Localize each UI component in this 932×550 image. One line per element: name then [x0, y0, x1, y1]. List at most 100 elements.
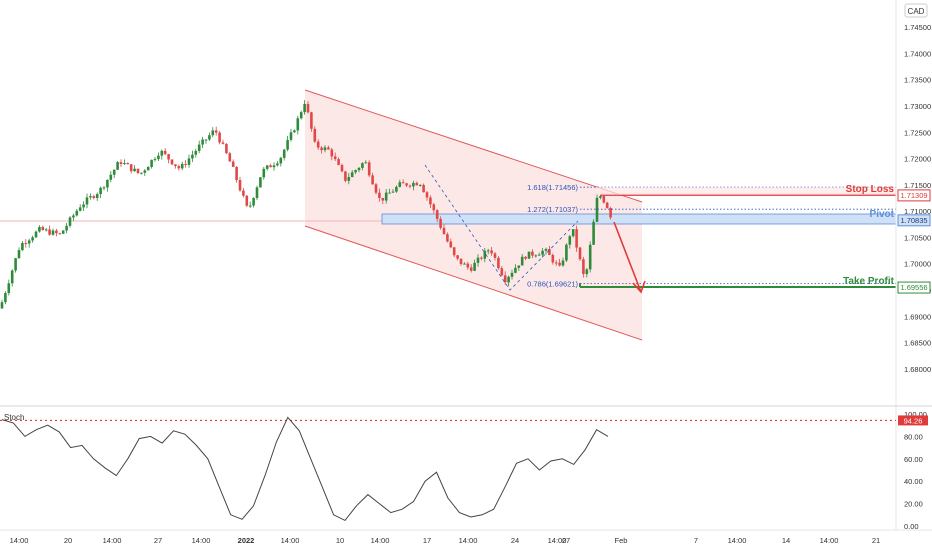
- price-tick-label: 1.71500: [904, 181, 931, 190]
- fibonacci-extension[interactable]: 1.618(1.71456) 1.272(1.71037) 0.786(1.6962…: [424, 164, 896, 291]
- candle-body: [469, 267, 473, 271]
- stoch-current-badge: [898, 415, 928, 426]
- candle-body: [44, 229, 48, 231]
- candle-body: [500, 268, 504, 276]
- candle-body: [364, 162, 368, 164]
- candle-body: [320, 147, 323, 151]
- time-axis[interactable]: 14:00 20 14:00 27 14:00 2022 14:00 10 14:00 17 14:…: [0, 529, 932, 545]
- candle-body: [197, 144, 201, 151]
- candle-body: [517, 265, 521, 268]
- stoch-line[interactable]: [1, 416, 609, 522]
- candle-body: [361, 163, 364, 168]
- fib-anchor-lines[interactable]: [424, 164, 579, 291]
- candle-body: [242, 190, 245, 196]
- candle-body: [605, 202, 609, 209]
- candle-body: [378, 192, 381, 198]
- candle-body: [146, 166, 150, 171]
- candle-body: [398, 182, 402, 187]
- candle-body: [483, 250, 487, 259]
- stoch-title: Stoch: [4, 413, 24, 422]
- stoch-current-value: 94.26: [904, 416, 923, 425]
- price-tick-label: 1.74000: [904, 49, 931, 58]
- stoch-tick-label: 100.00: [904, 410, 927, 419]
- candle-body: [401, 182, 405, 184]
- candle-body: [432, 204, 436, 211]
- price-tick-label: 1.72500: [904, 128, 931, 137]
- candle-body: [340, 164, 344, 172]
- candle-body: [490, 250, 493, 254]
- channel-upper-line[interactable]: [304, 89, 643, 203]
- candle-body: [357, 167, 361, 171]
- candle-body: [415, 182, 419, 186]
- candle-body: [133, 168, 136, 172]
- time-tick-label: 17: [423, 536, 431, 545]
- time-tick-label: 27: [154, 536, 162, 545]
- time-tick-label: 14:00: [548, 536, 567, 545]
- stoch-tick-label: 40.00: [904, 477, 923, 486]
- candle-body: [599, 196, 602, 198]
- candle-body: [507, 276, 510, 283]
- candle-body: [95, 194, 99, 199]
- candle-body: [510, 272, 514, 277]
- candle-body: [534, 255, 538, 257]
- candle-body: [493, 253, 497, 258]
- candle-body: [568, 236, 572, 245]
- candle-body: [150, 159, 153, 167]
- price-tick-label: 1.69000: [904, 312, 931, 321]
- price-tick-label: 1.71000: [904, 207, 931, 216]
- time-tick-label: 14:00: [459, 536, 478, 545]
- candle-body: [10, 270, 14, 284]
- candle-body: [248, 205, 252, 207]
- price-axis[interactable]: CAD 1.74500 1.74000 1.73500 1.73000 1.72500 1…: [895, 0, 931, 530]
- candle-body: [554, 262, 558, 264]
- projection-arrow-head: [632, 280, 646, 294]
- candle-body: [27, 240, 31, 244]
- candle-body: [435, 210, 439, 219]
- candle-body: [187, 158, 191, 165]
- candle-body: [497, 257, 500, 269]
- price-pane[interactable]: 1.618(1.71456) 1.272(1.71037) 0.786(1.6962…: [0, 0, 897, 405]
- price-tick-label: 1.73000: [904, 102, 931, 111]
- candle-body: [565, 244, 568, 261]
- candle-body: [235, 166, 238, 181]
- candle-body: [452, 247, 456, 256]
- price-tick-label: 1.72000: [904, 155, 931, 164]
- channel-lower-line[interactable]: [304, 225, 643, 341]
- candle-body: [252, 197, 255, 206]
- candle-body: [24, 243, 28, 245]
- candle-body: [439, 218, 442, 228]
- candle-body: [41, 226, 45, 230]
- candle-body: [184, 163, 187, 165]
- candle-body: [269, 165, 272, 168]
- stochastic-pane[interactable]: Stoch 100.00 80.00 60.00 40.00 20.00 0.00 94.…: [0, 410, 928, 531]
- time-tick-label: 14: [782, 536, 790, 545]
- candle-body: [157, 155, 160, 160]
- currency-label: CAD: [908, 7, 925, 16]
- stop-loss-zone: [596, 187, 896, 195]
- currency-badge: [904, 3, 928, 18]
- stoch-tick-label: 60.00: [904, 455, 923, 464]
- level-label: Pivot: [870, 209, 895, 220]
- projection-arrow[interactable]: [613, 221, 642, 293]
- candle-body: [286, 139, 289, 150]
- candle-body: [204, 139, 208, 141]
- candle-body: [68, 217, 72, 226]
- candle-body: [289, 132, 293, 140]
- candle-body: [163, 150, 167, 155]
- candle-body: [129, 164, 133, 172]
- candle-body: [116, 162, 119, 170]
- candle-body: [14, 258, 17, 271]
- candle-body: [316, 141, 320, 148]
- price-level-badges: 1.71309 1.70835 1.69556: [897, 189, 931, 294]
- candle-body: [459, 258, 463, 265]
- candle-body: [21, 243, 24, 251]
- candle-body: [265, 165, 269, 169]
- trade-levels[interactable]: Stop Loss Pivot Take Profit: [579, 184, 896, 289]
- candle-body: [106, 179, 109, 188]
- candle-body: [245, 195, 249, 206]
- time-tick-label: 14:00: [103, 536, 122, 545]
- candle-body: [514, 267, 517, 273]
- price-badge: [897, 189, 931, 202]
- candle-body: [279, 157, 283, 164]
- time-tick-label: 14:00: [281, 536, 300, 545]
